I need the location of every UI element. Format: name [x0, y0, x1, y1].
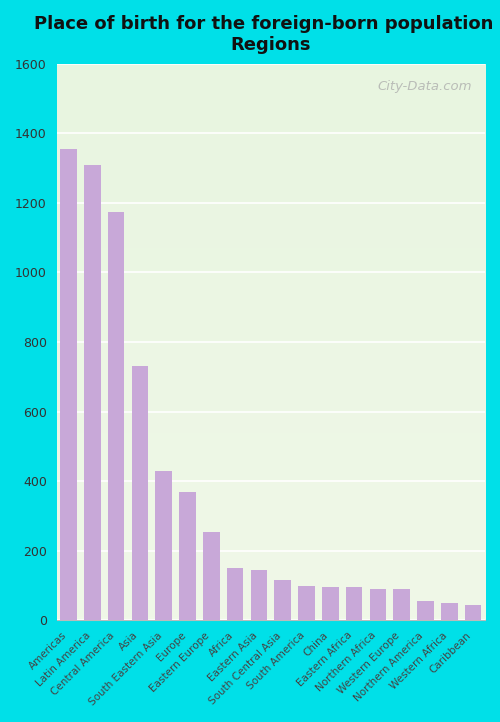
Bar [156, 471, 172, 620]
Bar [346, 588, 362, 620]
Bar [250, 570, 267, 620]
Bar [274, 580, 291, 620]
Text: City-Data.com: City-Data.com [378, 80, 472, 93]
Bar [60, 149, 77, 620]
Bar [179, 492, 196, 620]
Bar [108, 212, 124, 620]
Bar [227, 568, 244, 620]
Bar [441, 603, 458, 620]
Bar [203, 531, 220, 620]
Bar [394, 589, 410, 620]
Bar [370, 589, 386, 620]
Bar [322, 588, 338, 620]
Bar [298, 586, 315, 620]
Bar [417, 601, 434, 620]
Bar [132, 367, 148, 620]
Title: Place of birth for the foreign-born population -
Regions: Place of birth for the foreign-born popu… [34, 15, 500, 54]
Bar [84, 165, 100, 620]
Bar [465, 605, 481, 620]
